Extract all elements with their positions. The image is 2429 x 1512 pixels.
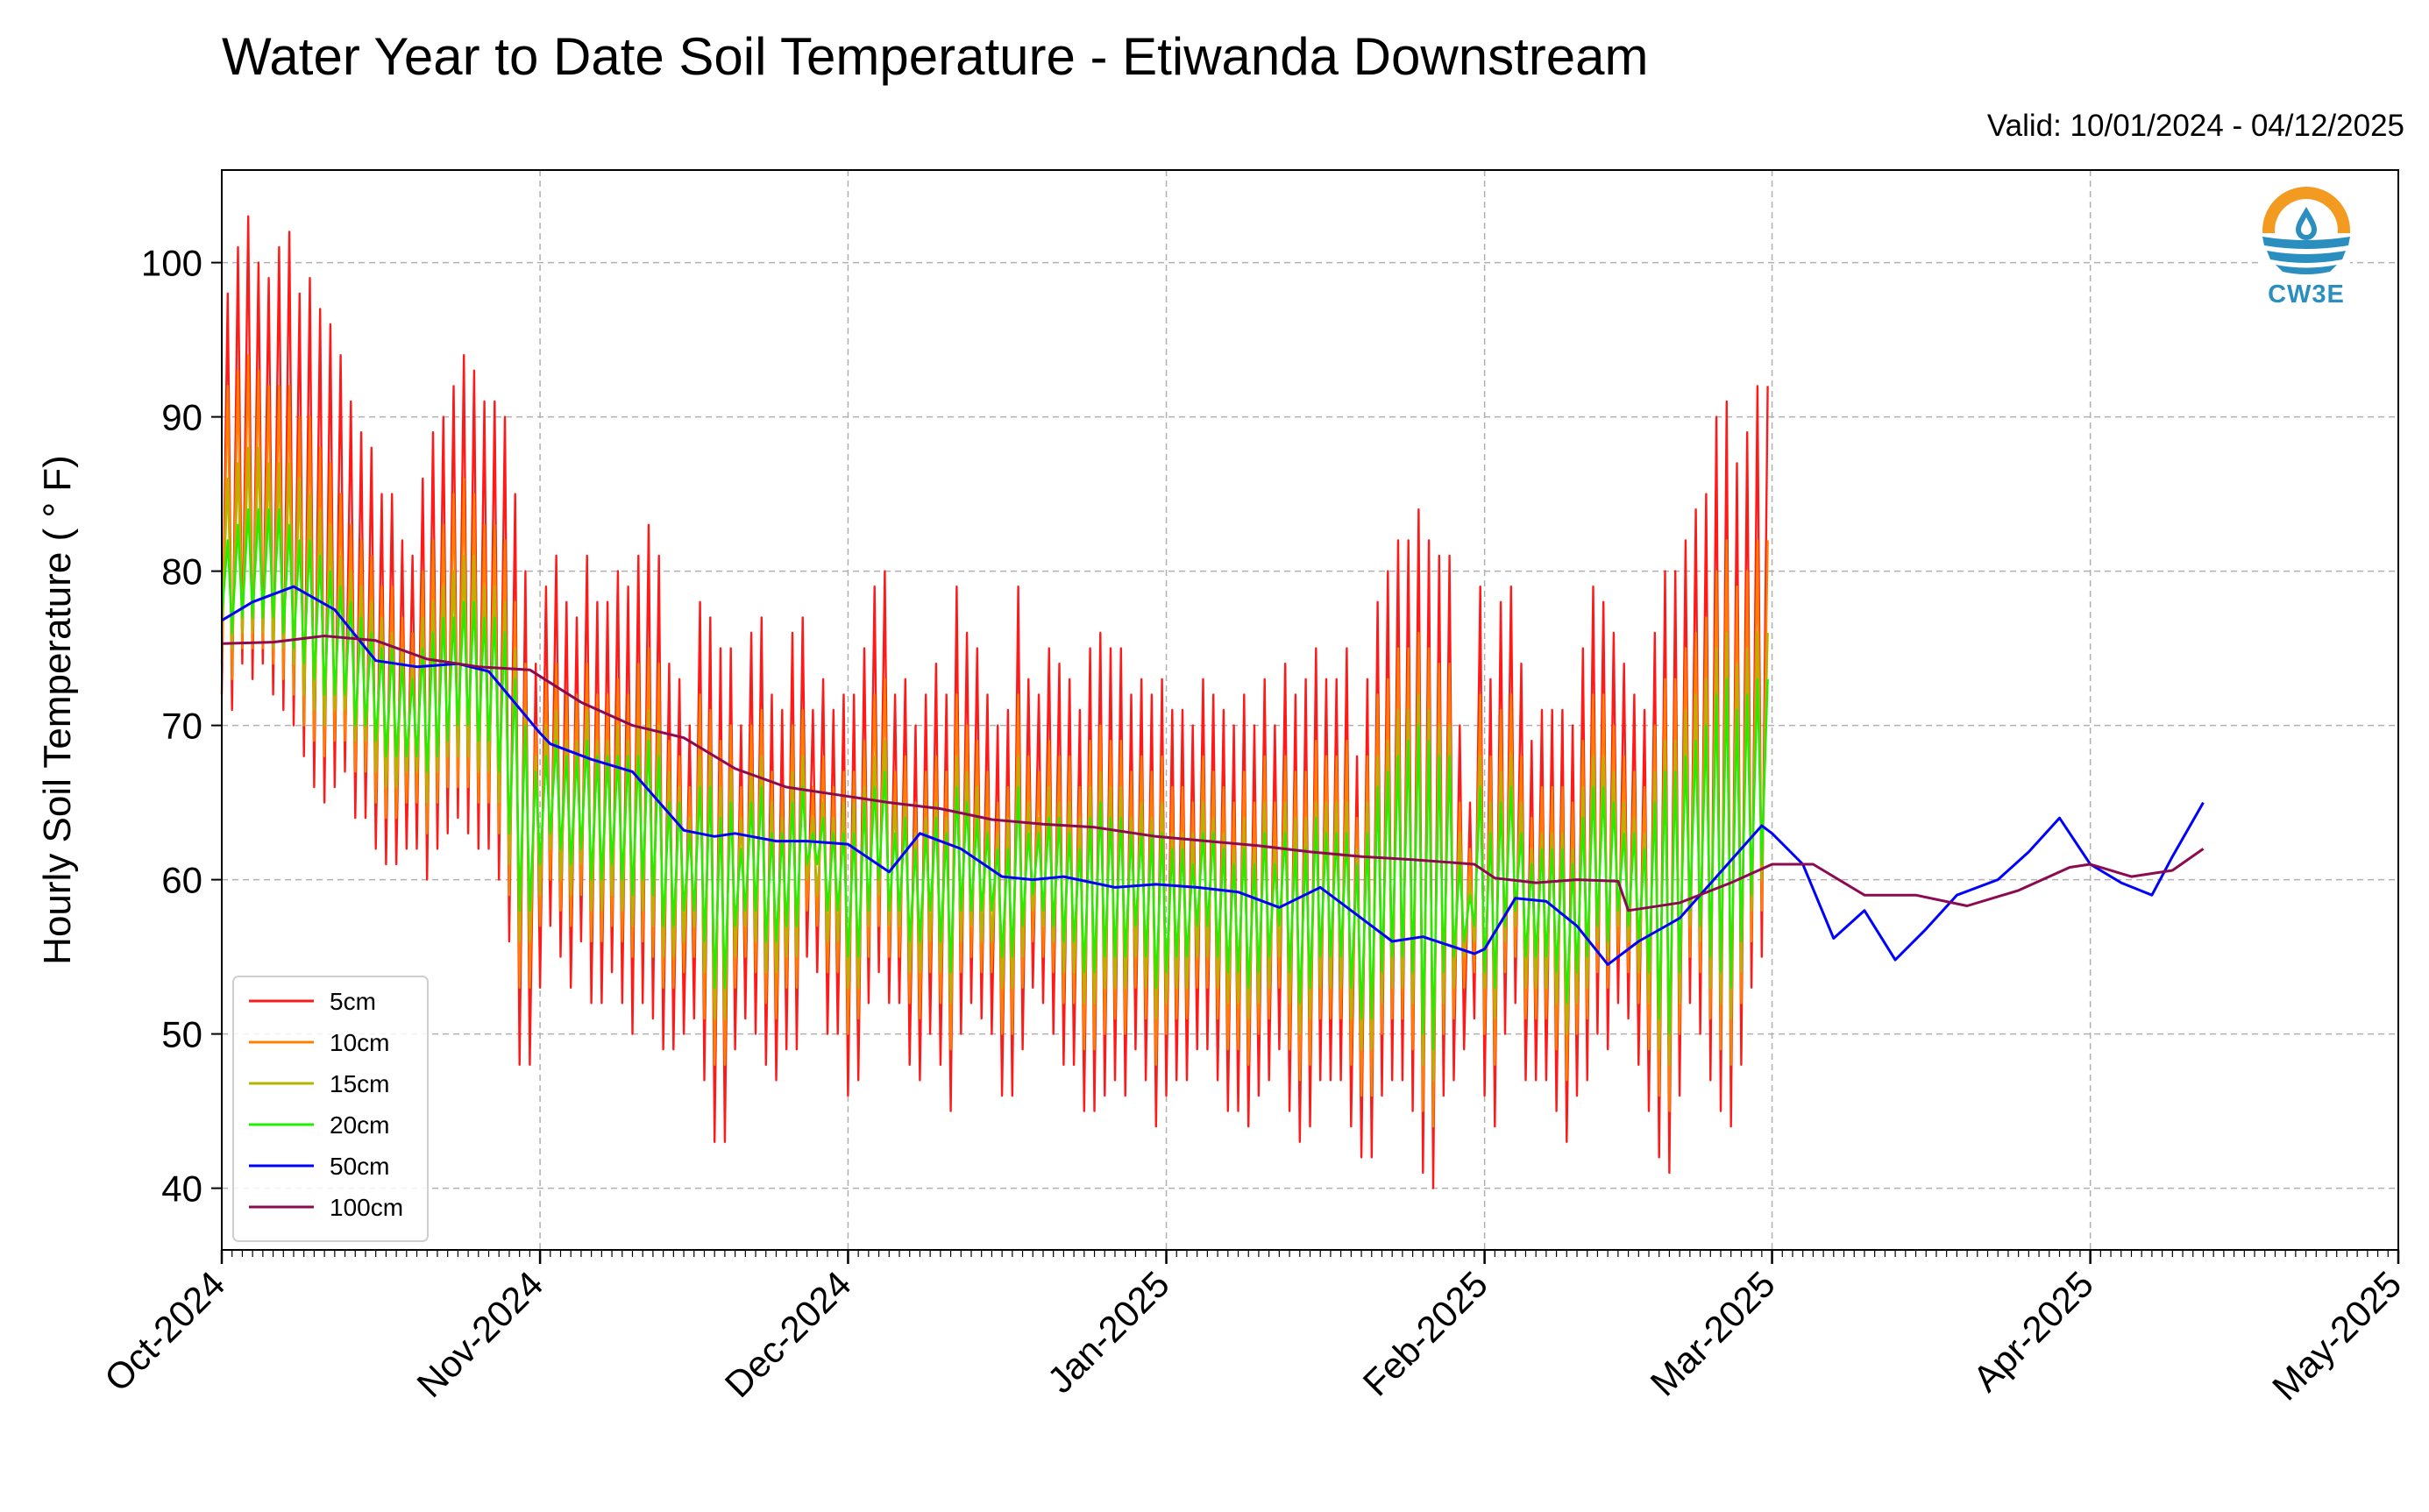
- x-tick-label: Feb-2025: [1355, 1263, 1495, 1403]
- y-tick-label: 50: [161, 1014, 202, 1055]
- logo-text: CW3E: [2268, 280, 2345, 309]
- y-tick-label: 90: [161, 397, 202, 438]
- x-tick-label: Nov-2024: [408, 1263, 550, 1405]
- series-layer: [220, 215, 2205, 1189]
- x-tick-label: Apr-2025: [1965, 1263, 2101, 1399]
- series-line-50cm: [221, 585, 2205, 966]
- y-tick-label: 100: [141, 243, 202, 284]
- x-tick-label: Jan-2025: [1040, 1263, 1177, 1401]
- cw3e-logo: CW3E: [2256, 182, 2356, 314]
- y-tick-label: 70: [161, 706, 202, 747]
- legend-label: 5cm: [330, 988, 376, 1015]
- x-tick-label: Oct-2024: [96, 1263, 232, 1399]
- legend-label: 50cm: [330, 1153, 389, 1180]
- legend-label: 15cm: [330, 1070, 389, 1097]
- legend-label: 100cm: [330, 1194, 403, 1221]
- water-drop-logo-icon: [2262, 187, 2350, 277]
- series-line-5cm: [220, 215, 1769, 1189]
- y-tick-label: 40: [161, 1168, 202, 1210]
- valid-date-range: Valid: 10/01/2024 - 04/12/2025: [1986, 109, 2404, 143]
- x-tick-label: May-2025: [2264, 1263, 2409, 1408]
- chart-title: Water Year to Date Soil Temperature - Et…: [222, 27, 1649, 86]
- x-tick-label: Mar-2025: [1643, 1263, 1783, 1403]
- legend: 5cm 10cm 15cm 20cm 50cm 100cm: [232, 976, 429, 1242]
- y-axis-label: Hourly Soil Temperature ( ° F): [36, 455, 79, 965]
- series-line-20cm: [220, 508, 1769, 1051]
- x-tick-label: Dec-2024: [717, 1263, 859, 1405]
- legend-label: 10cm: [330, 1029, 389, 1056]
- legend-label: 20cm: [330, 1111, 389, 1139]
- y-tick-label: 60: [161, 860, 202, 901]
- series-line-100cm: [221, 635, 2205, 912]
- y-tick-label: 80: [161, 551, 202, 593]
